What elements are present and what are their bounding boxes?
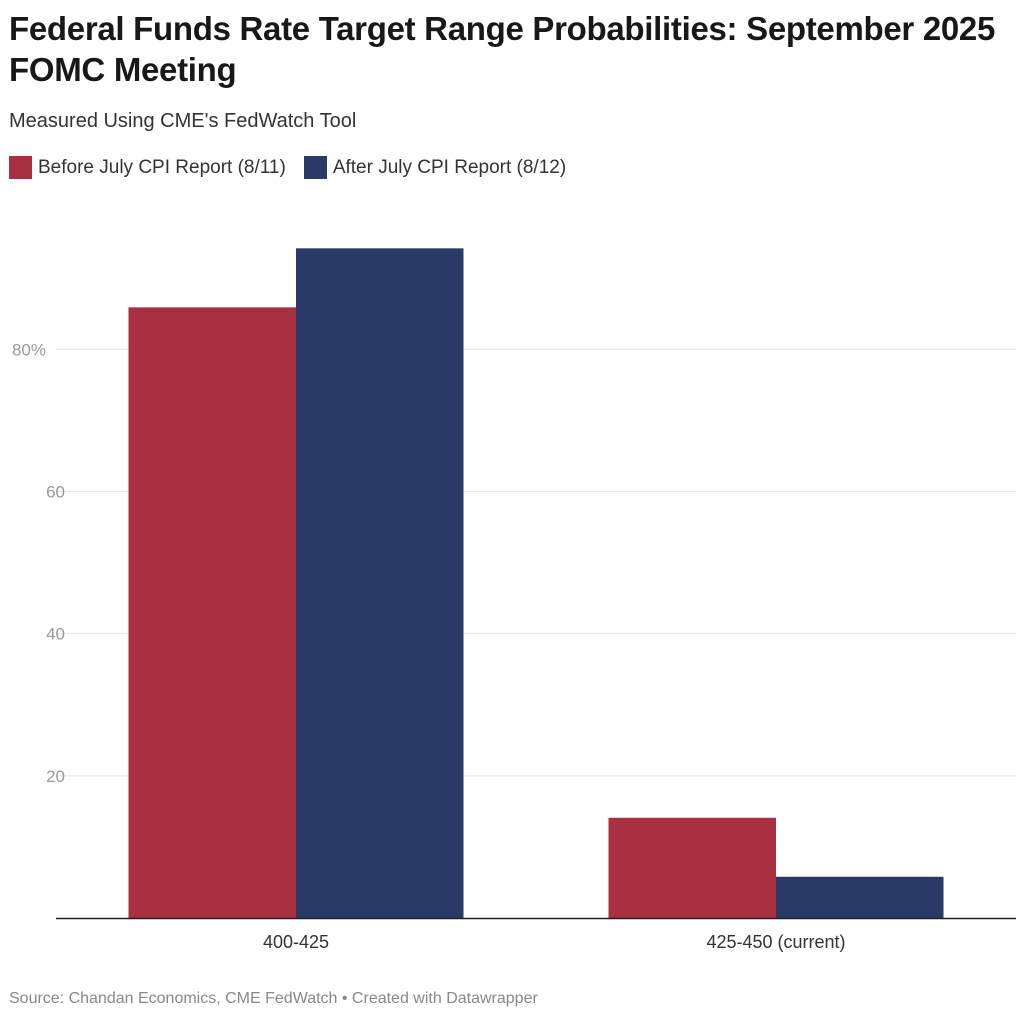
y-tick-label: 60 xyxy=(46,482,65,501)
bar-after-0 xyxy=(296,248,464,918)
bar-before-0 xyxy=(128,307,296,918)
x-tick-label: 425-450 (current) xyxy=(706,932,845,952)
bar-before-1 xyxy=(608,817,776,918)
legend-label-before: Before July CPI Report (8/11) xyxy=(38,156,286,178)
legend-swatch-after xyxy=(303,156,327,179)
chart-subtitle: Measured Using CME's FedWatch Tool xyxy=(9,110,357,132)
legend-label-after: After July CPI Report (8/12) xyxy=(332,156,567,178)
legend: Before July CPI Report (8/11) After July… xyxy=(9,156,566,179)
x-tick-label: 400-425 xyxy=(263,932,329,952)
y-tick-label: 40 xyxy=(46,625,65,644)
chart-title: Federal Funds Rate Target Range Probabil… xyxy=(9,10,996,88)
y-tick-label: 80% xyxy=(12,340,46,359)
y-tick-label: 20 xyxy=(46,767,65,786)
legend-swatch-before xyxy=(9,156,32,179)
legend-item-before: Before July CPI Report (8/11) xyxy=(9,156,286,179)
source-note: Source: Chandan Economics, CME FedWatch … xyxy=(9,990,538,1007)
bar-after-1 xyxy=(776,876,944,918)
legend-item-after: After July CPI Report (8/12) xyxy=(303,156,567,179)
